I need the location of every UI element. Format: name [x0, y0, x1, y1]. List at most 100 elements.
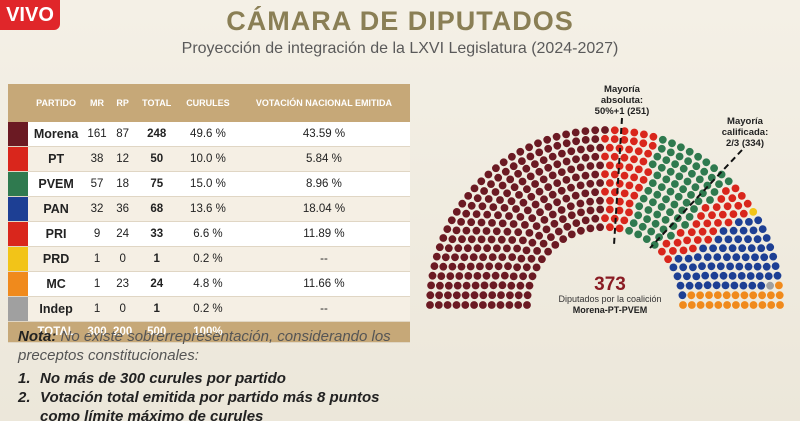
- header-cell: RP: [109, 84, 136, 122]
- seat: [493, 244, 501, 253]
- table-cell: 49.6 %: [178, 122, 238, 147]
- seat: [544, 203, 553, 211]
- seat: [710, 164, 718, 173]
- seat: [644, 168, 653, 177]
- seat: [500, 204, 509, 212]
- seat: [543, 135, 552, 144]
- seat: [477, 218, 486, 227]
- seat-table: PARTIDO MR RP TOTAL CURULES VOTACIÓN NACIONAL…: [8, 84, 410, 343]
- seat: [586, 206, 595, 215]
- party-swatch: [8, 271, 28, 297]
- seat: [625, 181, 634, 190]
- seat: [746, 272, 755, 280]
- seat: [548, 210, 557, 219]
- seat: [535, 187, 544, 196]
- seat: [674, 254, 683, 263]
- seat: [427, 281, 435, 290]
- seat: [713, 291, 722, 299]
- table-cell: 10.0 %: [178, 146, 238, 172]
- seat: [523, 301, 531, 309]
- seat: [767, 291, 775, 300]
- seat: [666, 167, 675, 176]
- seat: [544, 163, 553, 172]
- seat: [671, 160, 679, 169]
- seat: [559, 235, 568, 244]
- seat: [664, 255, 672, 264]
- seat: [472, 210, 481, 219]
- seat: [729, 210, 738, 219]
- seat: [566, 202, 575, 211]
- seat: [653, 210, 662, 219]
- seat: [523, 185, 531, 194]
- seat: [667, 231, 675, 240]
- party-swatch: [8, 221, 28, 247]
- seat: [728, 244, 737, 253]
- seat: [684, 254, 693, 263]
- table-row: MC 1 23 24 4.8 % 11.66 %: [8, 271, 410, 297]
- table-cell: 161: [84, 122, 110, 147]
- seat: [464, 272, 473, 280]
- table-cell: 32: [84, 196, 110, 222]
- seat: [506, 291, 514, 300]
- seat: [718, 210, 727, 219]
- seat: [651, 219, 660, 228]
- seat: [577, 226, 585, 235]
- seat: [676, 229, 685, 237]
- seat: [553, 179, 562, 188]
- seat: [519, 272, 527, 281]
- seat: [457, 218, 465, 226]
- seat: [506, 175, 515, 184]
- seat: [444, 244, 453, 253]
- seat: [581, 171, 590, 180]
- seat: [460, 253, 469, 262]
- seat: [503, 227, 512, 236]
- seat: [521, 221, 529, 229]
- seat: [634, 165, 643, 174]
- seat: [685, 213, 694, 221]
- seat: [706, 196, 714, 204]
- seat: [601, 170, 609, 179]
- seat: [571, 128, 580, 137]
- seat: [531, 160, 539, 169]
- seat: [719, 227, 728, 235]
- seat: [658, 247, 666, 256]
- seat: [452, 291, 461, 300]
- seat: [557, 168, 566, 177]
- qualified-label: Mayoría: [727, 116, 764, 127]
- seat: [739, 209, 748, 218]
- seat: [681, 221, 689, 229]
- seat: [709, 244, 717, 253]
- party-swatch: [8, 146, 28, 172]
- seat: [591, 214, 600, 223]
- seat: [586, 144, 595, 153]
- seat: [775, 291, 784, 300]
- seat: [518, 177, 527, 186]
- seat: [462, 209, 471, 218]
- seat: [732, 301, 740, 309]
- seat: [552, 132, 561, 141]
- majority-line: [613, 117, 623, 246]
- table-cell: 1: [84, 296, 110, 322]
- seat: [615, 224, 624, 233]
- seat: [437, 272, 446, 280]
- table-row: PAN 32 36 68 13.6 % 18.04 %: [8, 196, 410, 222]
- coalition-caption: Diputados por la coalición: [558, 294, 661, 304]
- seat: [528, 238, 537, 247]
- table-cell: 100%: [178, 321, 238, 343]
- seat: [662, 195, 670, 204]
- seat: [548, 152, 557, 161]
- seat: [576, 199, 585, 208]
- live-badge: VIVO: [0, 0, 60, 30]
- seat: [705, 291, 713, 299]
- seat: [463, 244, 472, 253]
- seat: [523, 291, 532, 300]
- note-item-text: No más de 300 curules por partido: [40, 370, 286, 387]
- seat: [503, 244, 511, 253]
- seat: [673, 272, 682, 281]
- seat: [730, 281, 739, 290]
- seat: [479, 291, 488, 300]
- seat: [535, 148, 544, 157]
- seat: [625, 145, 633, 154]
- note-item-text: 2.: [18, 389, 31, 406]
- seat: [532, 222, 541, 231]
